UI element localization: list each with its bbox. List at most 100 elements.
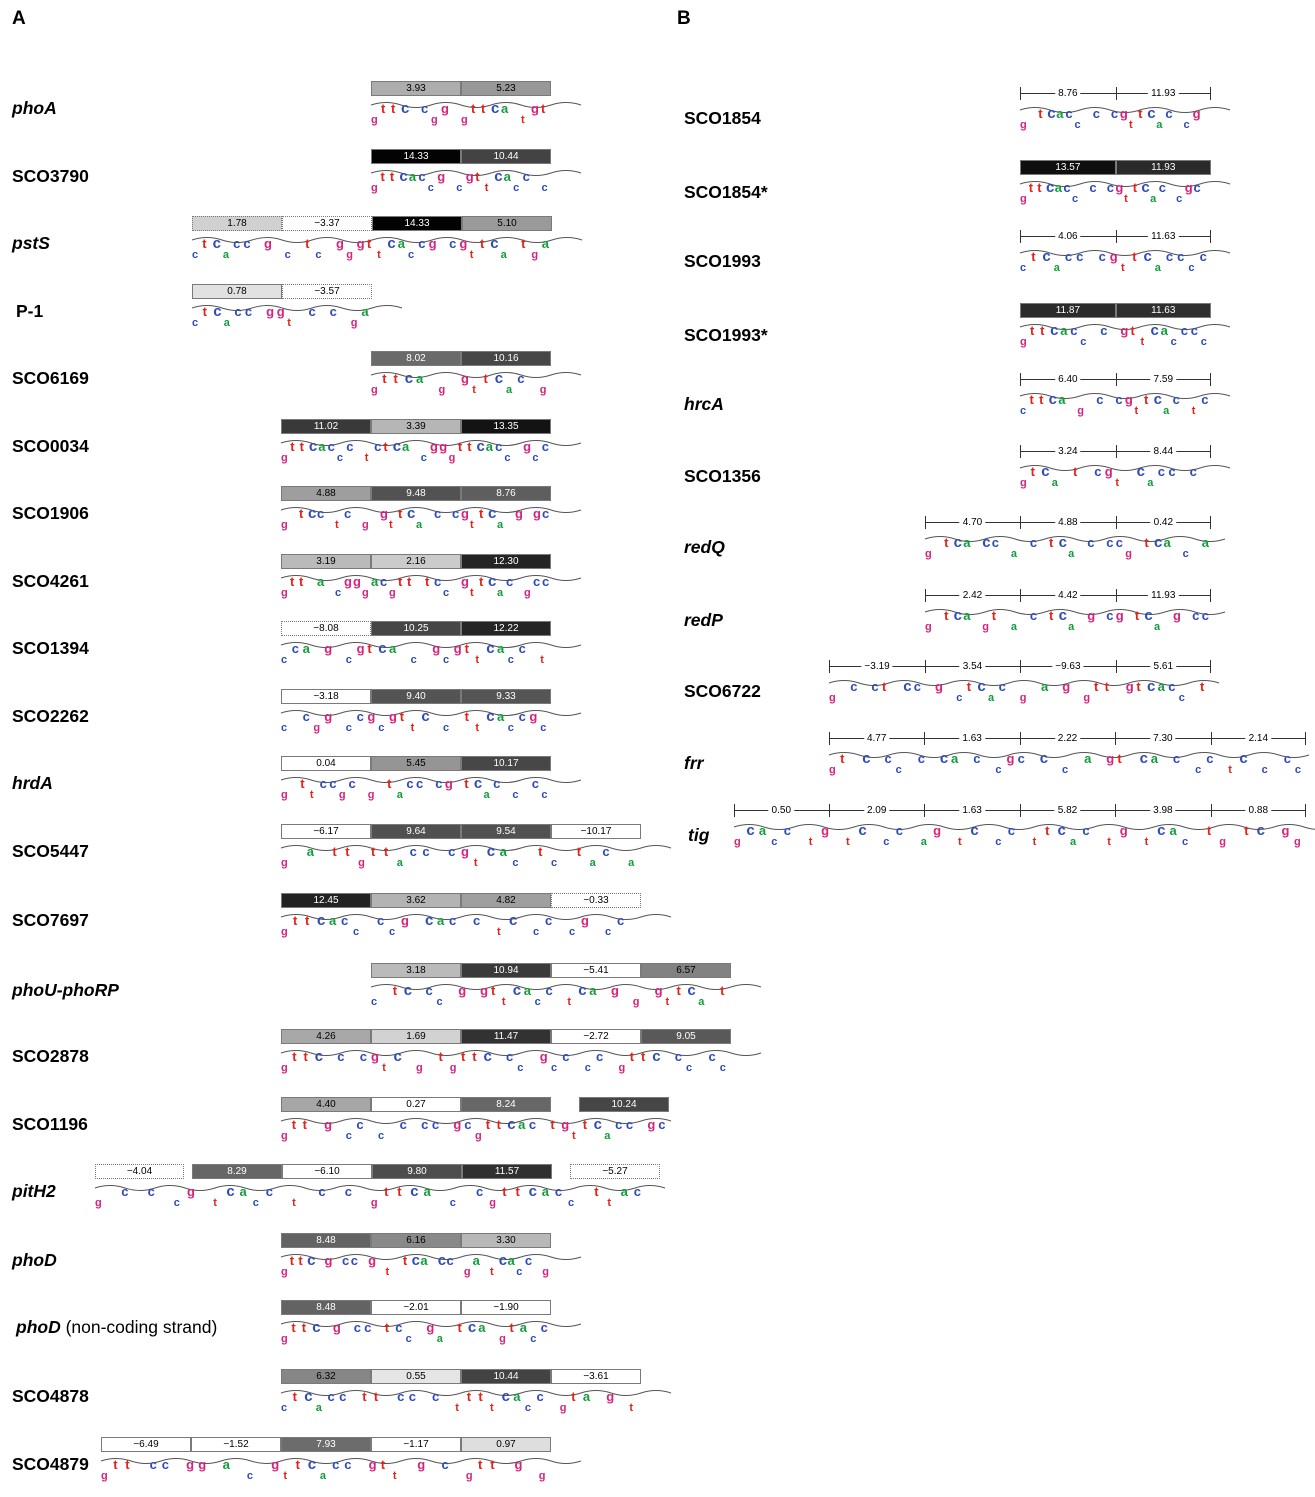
svg-text:c: c: [473, 913, 480, 928]
svg-text:t: t: [455, 1402, 459, 1414]
score-box: 0.55: [371, 1369, 461, 1384]
svg-text:c: c: [408, 249, 414, 261]
ruler-value: 0.42: [1150, 515, 1177, 530]
svg-text:t: t: [367, 641, 372, 656]
svg-text:c: c: [602, 844, 609, 859]
svg-text:g: g: [339, 789, 346, 801]
svg-text:t: t: [393, 1470, 397, 1482]
svg-text:a: a: [508, 1253, 516, 1268]
svg-text:c: c: [617, 913, 624, 928]
svg-text:g: g: [454, 641, 462, 656]
score-box: 6.32: [281, 1369, 371, 1384]
svg-text:t: t: [381, 101, 386, 116]
svg-text:c: c: [421, 101, 428, 116]
svg-text:t: t: [1030, 392, 1035, 407]
svg-text:c: c: [578, 982, 586, 999]
svg-text:a: a: [1169, 823, 1177, 838]
gene-name: SCO2262: [12, 706, 89, 726]
svg-text:t: t: [1107, 836, 1111, 848]
svg-text:t: t: [967, 679, 972, 694]
svg-text:c: c: [634, 1184, 641, 1199]
svg-text:g: g: [1077, 405, 1084, 417]
svg-text:c: c: [450, 1197, 456, 1209]
svg-text:g: g: [439, 384, 446, 396]
ruler-value: 0.50: [768, 803, 795, 818]
svg-text:c: c: [1181, 323, 1188, 338]
svg-text:c: c: [504, 452, 510, 464]
svg-text:c: c: [658, 1117, 665, 1132]
svg-text:c: c: [513, 182, 519, 194]
svg-text:g: g: [1219, 836, 1226, 848]
svg-text:c: c: [344, 1457, 351, 1472]
svg-text:g: g: [606, 1389, 614, 1404]
svg-text:g: g: [561, 1117, 569, 1132]
svg-text:t: t: [393, 983, 398, 998]
svg-text:t: t: [577, 844, 582, 859]
svg-text:c: c: [1075, 119, 1081, 131]
svg-text:a: a: [628, 857, 635, 869]
svg-text:t: t: [377, 249, 381, 261]
svg-text:c: c: [519, 641, 526, 656]
svg-text:c: c: [529, 1183, 537, 1200]
svg-text:a: a: [424, 1184, 432, 1199]
ruler-value: 1.63: [959, 803, 985, 818]
svg-text:c: c: [508, 722, 514, 734]
score-box: 12.45: [281, 893, 371, 908]
svg-text:c: c: [1201, 392, 1208, 407]
svg-text:g: g: [1106, 751, 1114, 766]
svg-text:t: t: [1124, 193, 1128, 205]
gene-label: tig: [688, 825, 710, 845]
spacing-ruler: 8.76 11.93: [1020, 86, 1211, 101]
svg-text:g: g: [829, 764, 836, 776]
svg-text:c: c: [464, 1117, 471, 1132]
svg-text:g: g: [647, 1117, 655, 1132]
svg-text:c: c: [1262, 764, 1268, 776]
score-box: 6.57: [641, 963, 731, 978]
svg-text:t: t: [1039, 392, 1044, 407]
svg-text:t: t: [992, 608, 997, 623]
svg-text:a: a: [501, 249, 508, 261]
svg-text:g: g: [499, 1333, 506, 1345]
ruler-value: 11.63: [1148, 229, 1179, 244]
svg-text:a: a: [224, 317, 231, 329]
svg-text:c: c: [304, 1388, 312, 1405]
score-box: 11.63: [1115, 303, 1211, 318]
svg-text:c: c: [605, 926, 611, 938]
svg-text:g: g: [475, 1130, 482, 1142]
spacing-ruler: 4.06 11.63: [1020, 229, 1211, 244]
gene-name: SCO4261: [12, 571, 89, 591]
svg-text:c: c: [783, 823, 790, 838]
svg-text:a: a: [240, 1184, 248, 1199]
svg-text:g: g: [367, 709, 375, 724]
svg-text:a: a: [963, 608, 971, 623]
svg-text:a: a: [416, 371, 424, 386]
score-box: 9.33: [461, 689, 551, 704]
score-box: 3.30: [461, 1233, 551, 1248]
gene-name: pstS: [12, 233, 50, 253]
svg-text:g: g: [450, 1062, 457, 1074]
svg-text:c: c: [1137, 463, 1145, 480]
ruler-value: 8.76: [1055, 86, 1081, 101]
spacing-ruler: 3.24 8.44: [1020, 444, 1211, 459]
ruler-value: 2.22: [1054, 731, 1081, 746]
ruler-value: 2.14: [1245, 731, 1272, 746]
gene-label: phoD (non-coding strand): [16, 1317, 217, 1338]
svg-text:c: c: [537, 1389, 544, 1404]
svg-text:c: c: [281, 654, 287, 666]
ruler-tick: [924, 516, 926, 529]
ruler-tick: [1115, 516, 1117, 529]
svg-text:g: g: [461, 114, 468, 126]
svg-text:t: t: [510, 1320, 515, 1335]
svg-text:c: c: [1284, 751, 1291, 766]
svg-text:a: a: [371, 574, 379, 589]
svg-text:c: c: [1182, 836, 1188, 848]
svg-text:c: c: [411, 654, 417, 666]
svg-text:g: g: [821, 823, 829, 838]
ruler-tick: [1115, 732, 1117, 745]
ruler-tick: [1019, 804, 1021, 817]
score-box: 5.10: [462, 216, 552, 231]
ruler-tick: [1115, 87, 1117, 100]
